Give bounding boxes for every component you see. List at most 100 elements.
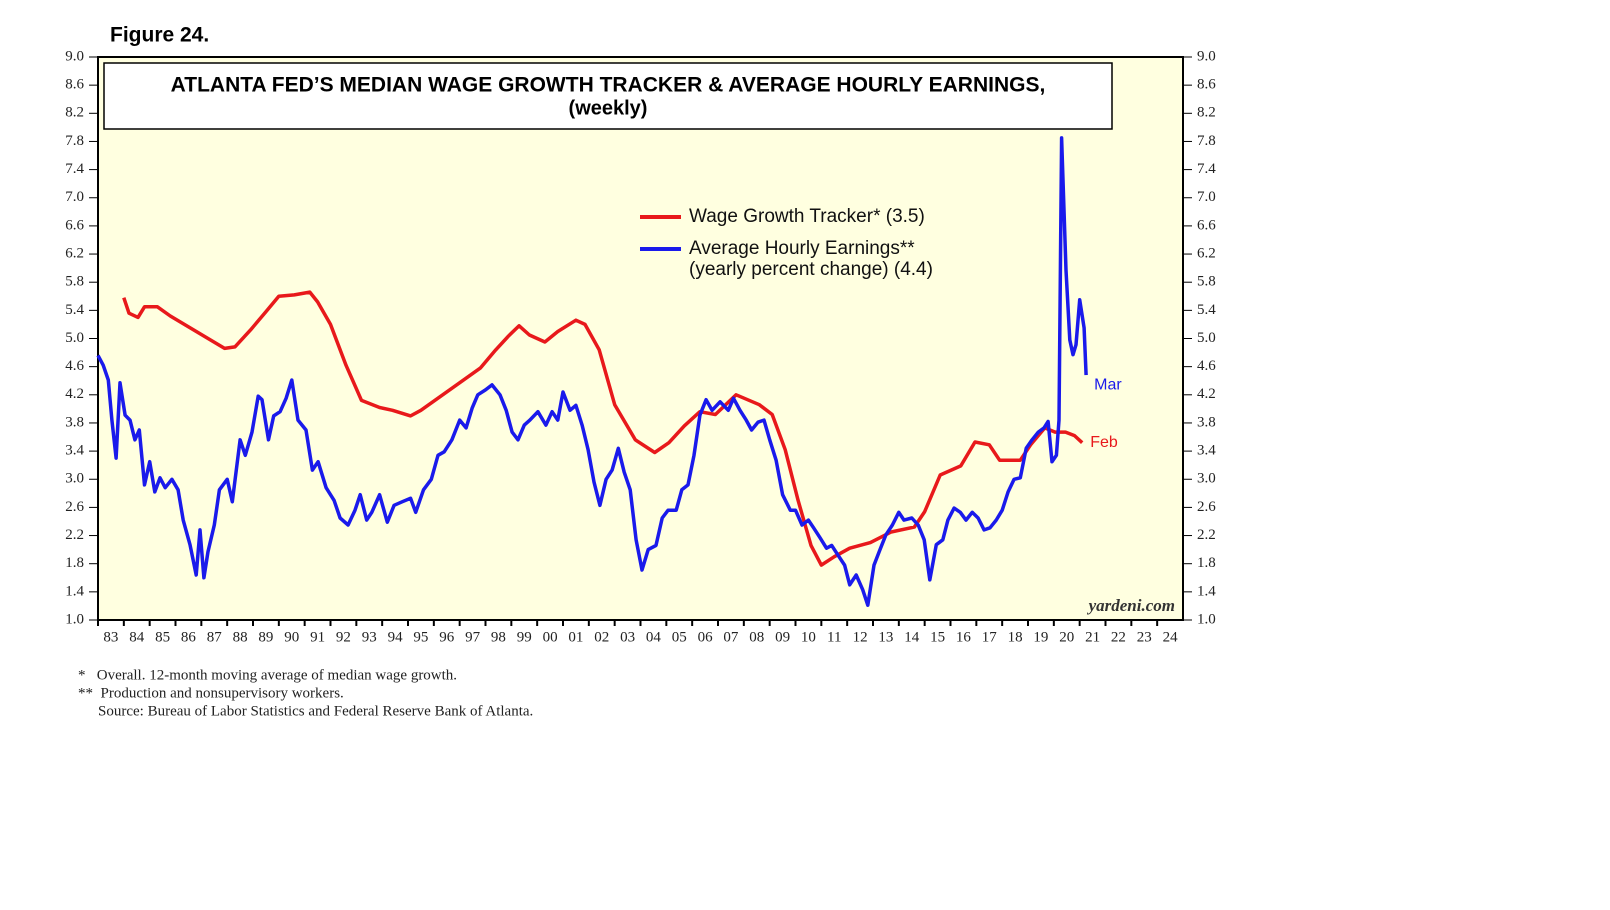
y-tick-label-right: 3.8: [1197, 414, 1216, 430]
y-tick-label-right: 3.0: [1197, 471, 1216, 487]
y-tick-label-right: 3.4: [1197, 443, 1216, 459]
x-tick-label: 01: [568, 629, 583, 645]
x-tick-label: 03: [620, 629, 635, 645]
x-tick-label: 88: [233, 629, 248, 645]
y-tick-label: 1.0: [65, 611, 84, 627]
x-tick-label: 97: [465, 629, 481, 645]
x-tick-label: 98: [491, 629, 506, 645]
y-tick-label: 9.0: [65, 48, 84, 64]
y-tick-label: 1.4: [65, 583, 84, 599]
x-tick-label: 17: [982, 629, 998, 645]
x-tick-label: 93: [362, 629, 377, 645]
footnote: Source: Bureau of Labor Statistics and F…: [98, 703, 533, 719]
x-tick-label: 22: [1111, 629, 1126, 645]
x-tick-label: 16: [956, 629, 972, 645]
y-tick-label-right: 8.6: [1197, 77, 1216, 93]
y-tick-label: 5.0: [65, 330, 84, 346]
plot-area: [97, 56, 1184, 621]
series-line: [122, 290, 1084, 567]
x-tick-label: 05: [672, 629, 687, 645]
x-tick-label: 08: [749, 629, 764, 645]
chart-subtitle: (weekly): [569, 97, 648, 119]
x-tick-label: 07: [723, 629, 739, 645]
x-tick-label: 96: [439, 629, 455, 645]
x-tick-label: 85: [155, 629, 170, 645]
x-tick-label: 91: [310, 629, 325, 645]
y-tick-label-right: 5.4: [1197, 302, 1216, 318]
x-tick-label: 11: [827, 629, 841, 645]
y-tick-label-right: 4.6: [1197, 358, 1216, 374]
end-label: Mar: [1094, 376, 1122, 393]
chart-title: ATLANTA FED’S MEDIAN WAGE GROWTH TRACKER…: [171, 74, 1046, 97]
x-tick-label: 84: [129, 629, 145, 645]
y-tick-label: 7.4: [65, 161, 84, 177]
x-tick-label: 21: [1085, 629, 1100, 645]
y-tick-label-right: 8.2: [1197, 105, 1216, 121]
x-tick-label: 23: [1137, 629, 1152, 645]
y-tick-label-right: 7.0: [1197, 189, 1216, 205]
y-tick-label: 5.8: [65, 274, 84, 290]
y-tick-label-right: 7.4: [1197, 161, 1216, 177]
y-tick-label-right: 1.8: [1197, 555, 1216, 571]
y-tick-label: 4.6: [65, 358, 84, 374]
x-tick-label: 19: [1033, 629, 1048, 645]
source-mark: yardeni.com: [1087, 596, 1175, 615]
end-label: Feb: [1090, 434, 1118, 451]
y-tick-label-right: 6.2: [1197, 245, 1216, 261]
y-tick-label-right: 1.4: [1197, 583, 1216, 599]
y-tick-label-right: 5.0: [1197, 330, 1216, 346]
x-tick-label: 92: [336, 629, 351, 645]
y-tick-label: 1.8: [65, 555, 84, 571]
y-tick-label-right: 2.6: [1197, 499, 1216, 515]
y-tick-label: 6.2: [65, 245, 84, 261]
x-tick-label: 15: [930, 629, 945, 645]
x-tick-label: 86: [181, 629, 197, 645]
y-tick-label: 7.8: [65, 133, 84, 149]
y-tick-label: 3.4: [65, 443, 84, 459]
legend-label: (yearly percent change) (4.4): [689, 259, 933, 280]
x-tick-label: 99: [517, 629, 532, 645]
footnote: * Overall. 12-month moving average of me…: [78, 667, 457, 683]
series-line: [96, 136, 1088, 607]
y-tick-label-right: 9.0: [1197, 48, 1216, 64]
x-tick-label: 12: [853, 629, 868, 645]
x-tick-label: 87: [207, 629, 223, 645]
y-tick-label: 2.2: [65, 527, 84, 543]
y-tick-label: 2.6: [65, 499, 84, 515]
x-tick-label: 95: [413, 629, 428, 645]
y-tick-label-right: 6.6: [1197, 217, 1216, 233]
title-box: [103, 62, 1113, 130]
figure-label: Figure 24.: [110, 24, 209, 47]
y-tick-label-right: 7.8: [1197, 133, 1216, 149]
x-tick-label: 06: [698, 629, 714, 645]
y-tick-label: 6.6: [65, 217, 84, 233]
x-tick-label: 09: [775, 629, 790, 645]
y-tick-label-right: 2.2: [1197, 527, 1216, 543]
x-tick-label: 18: [1008, 629, 1023, 645]
legend-label: Wage Growth Tracker* (3.5): [689, 206, 925, 227]
x-tick-label: 89: [258, 629, 273, 645]
x-tick-label: 04: [646, 629, 662, 645]
y-tick-label: 4.2: [65, 386, 84, 402]
y-tick-label: 8.6: [65, 77, 84, 93]
x-tick-label: 24: [1163, 629, 1179, 645]
y-tick-label: 3.0: [65, 471, 84, 487]
y-tick-label: 7.0: [65, 189, 84, 205]
x-tick-label: 02: [594, 629, 609, 645]
x-tick-label: 20: [1059, 629, 1074, 645]
y-tick-label-right: 5.8: [1197, 274, 1216, 290]
x-tick-label: 10: [801, 629, 816, 645]
x-tick-label: 90: [284, 629, 299, 645]
x-tick-label: 83: [103, 629, 118, 645]
x-tick-label: 94: [388, 629, 404, 645]
legend-label: Average Hourly Earnings**: [689, 238, 915, 259]
y-tick-label: 5.4: [65, 302, 84, 318]
y-tick-label: 3.8: [65, 414, 84, 430]
x-tick-label: 14: [904, 629, 920, 645]
x-tick-label: 00: [543, 629, 558, 645]
y-tick-label-right: 4.2: [1197, 386, 1216, 402]
x-tick-label: 13: [878, 629, 893, 645]
y-tick-label-right: 1.0: [1197, 611, 1216, 627]
